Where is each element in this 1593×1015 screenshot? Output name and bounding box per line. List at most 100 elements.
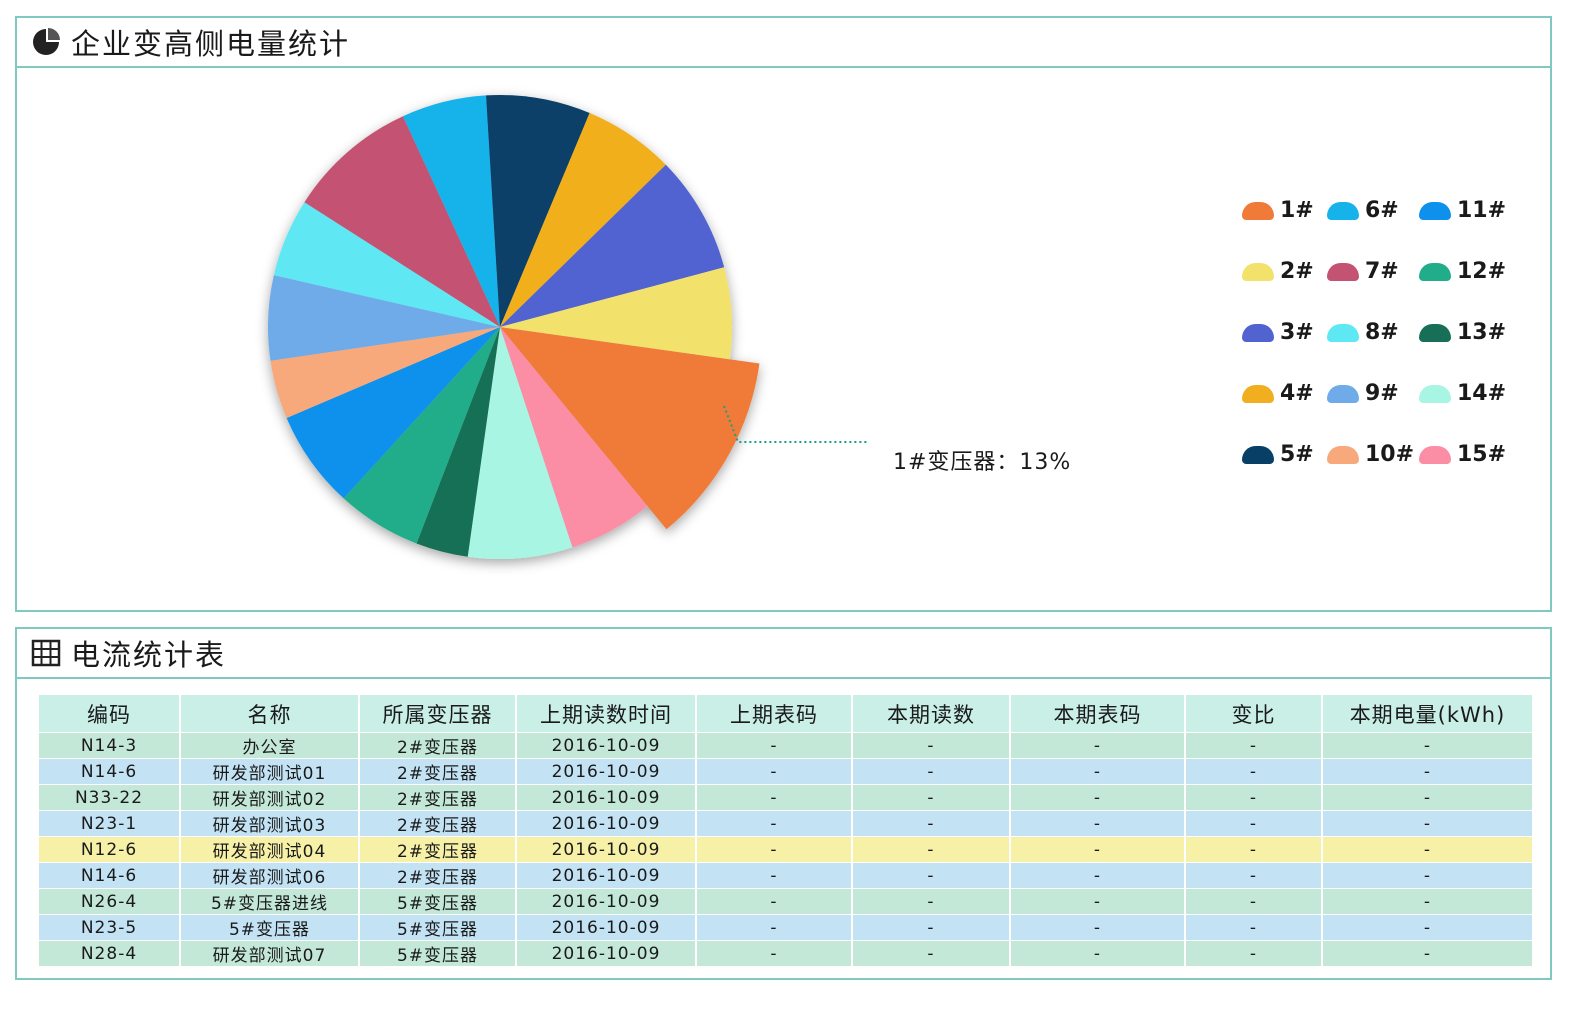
cell-curr-reading: - (852, 888, 1011, 915)
pie-slice-8[interactable] (273, 202, 500, 327)
cell-code: N33-22 (39, 784, 181, 811)
cell-curr-reading: - (852, 836, 1011, 863)
legend-item-3[interactable]: 3# (1242, 320, 1314, 345)
cell-ratio: - (1185, 758, 1323, 785)
pie-slice-7[interactable] (304, 116, 500, 328)
cell-ratio: - (1185, 784, 1323, 811)
legend-item-7[interactable]: 7# (1327, 259, 1399, 284)
legend-item-9[interactable]: 9# (1327, 381, 1399, 406)
cell-curr-energy: - (1322, 784, 1534, 811)
header-transformer[interactable]: 所属变压器 (359, 695, 517, 733)
pie-slice-15[interactable] (500, 327, 648, 548)
header-curr-energy[interactable]: 本期电量(kWh) (1322, 695, 1534, 733)
cell-transformer: 2#变压器 (359, 732, 517, 759)
cell-curr-meter: - (1010, 732, 1186, 759)
cell-name: 研发部测试03 (180, 810, 360, 837)
cell-prev-meter: - (696, 888, 853, 915)
pie-slice-11[interactable] (286, 327, 500, 499)
header-curr-reading[interactable]: 本期读数 (852, 695, 1011, 733)
legend-item-15[interactable]: 15# (1419, 442, 1506, 467)
cell-transformer: 5#变压器 (359, 914, 517, 941)
legend-item-8[interactable]: 8# (1327, 320, 1399, 345)
pie-slice-3[interactable] (500, 164, 725, 327)
pie-slice-9[interactable] (267, 275, 500, 361)
cell-transformer: 2#变压器 (359, 862, 517, 889)
cell-code: N14-6 (39, 758, 181, 785)
table-row[interactable]: N26-4 5#变压器进线 5#变压器 2016-10-09- - - - - (39, 888, 1534, 915)
legend-swatch (1242, 262, 1274, 281)
legend-swatch (1242, 323, 1274, 342)
cell-curr-meter: - (1010, 784, 1186, 811)
cell-prev-meter: - (696, 836, 853, 863)
legend-label: 13# (1457, 320, 1507, 345)
cell-transformer: 2#变压器 (359, 810, 517, 837)
legend-item-14[interactable]: 14# (1419, 381, 1506, 406)
legend-swatch (1327, 262, 1359, 281)
table-row[interactable]: N14-3 办公室 2#变压器 2016-10-09- - - - - (39, 732, 1534, 759)
table-row[interactable]: N33-22 研发部测试02 2#变压器 2016-10-09- - - - - (39, 784, 1534, 811)
table-row[interactable]: N12-6 研发部测试04 2#变压器 2016-10-09- - - - - (39, 836, 1534, 863)
pie-slice-5[interactable] (486, 94, 590, 327)
pie-slice-10[interactable] (270, 327, 500, 418)
pie-slice-2[interactable] (500, 267, 732, 360)
legend-label: 5# (1280, 442, 1314, 467)
cell-curr-energy: - (1322, 940, 1534, 966)
legend-label: 9# (1365, 381, 1399, 406)
pie-slice-14[interactable] (467, 327, 573, 559)
table-row[interactable]: N14-6 研发部测试01 2#变压器 2016-10-09- - - - - (39, 758, 1534, 785)
cell-curr-energy: - (1322, 914, 1534, 941)
legend-item-6[interactable]: 6# (1327, 198, 1399, 223)
pie-slice-12[interactable] (343, 327, 500, 544)
cell-curr-reading: - (852, 758, 1011, 785)
pie-chart-panel: 企业变高侧电量统计 1#变压器：13% 1# 6# 11# 2# 7# 12# 3# 8# 13… (15, 16, 1552, 612)
table-row[interactable]: N23-1 研发部测试03 2#变压器 2016-10-09- - - - - (39, 810, 1534, 837)
header-prev-read-time[interactable]: 上期读数时间 (516, 695, 697, 733)
cell-prev-read-time: 2016-10-09 (516, 732, 697, 759)
cell-prev-read-time: 2016-10-09 (516, 888, 697, 915)
cell-curr-reading: - (852, 732, 1011, 759)
legend-swatch (1242, 201, 1274, 220)
table-row[interactable]: N14-6 研发部测试06 2#变压器 2016-10-09- - - - - (39, 862, 1534, 889)
legend-item-4[interactable]: 4# (1242, 381, 1314, 406)
legend-item-12[interactable]: 12# (1419, 259, 1506, 284)
pie-slice-4[interactable] (500, 113, 666, 327)
cell-prev-meter: - (696, 914, 853, 941)
pie-chart-icon (33, 28, 60, 55)
legend-swatch (1242, 384, 1274, 403)
cell-transformer: 5#变压器 (359, 940, 517, 966)
cell-ratio: - (1185, 940, 1323, 966)
cell-ratio: - (1185, 810, 1323, 837)
cell-code: N23-1 (39, 810, 181, 837)
legend-item-2[interactable]: 2# (1242, 259, 1314, 284)
legend-swatch (1419, 445, 1451, 464)
cell-code: N28-4 (39, 940, 181, 966)
header-name[interactable]: 名称 (180, 695, 360, 733)
pie-slice-6[interactable] (402, 95, 500, 327)
header-ratio[interactable]: 变比 (1185, 695, 1323, 733)
table-row[interactable]: N23-5 5#变压器 5#变压器 2016-10-09- - - - - (39, 914, 1534, 941)
legend-item-13[interactable]: 13# (1419, 320, 1506, 345)
cell-prev-meter: - (696, 810, 853, 837)
cell-curr-meter: - (1010, 862, 1186, 889)
legend-label: 7# (1365, 259, 1399, 284)
table-row[interactable]: N28-4 研发部测试07 5#变压器 2016-10-09- - - - - (39, 940, 1534, 966)
legend-label: 2# (1280, 259, 1314, 284)
cell-curr-reading: - (852, 940, 1011, 966)
legend-label: 10# (1365, 442, 1415, 467)
pie-slice-1[interactable] (500, 327, 760, 530)
legend-item-10[interactable]: 10# (1327, 442, 1414, 467)
legend-item-5[interactable]: 5# (1242, 442, 1314, 467)
legend-item-1[interactable]: 1# (1242, 198, 1314, 223)
legend-swatch (1419, 323, 1451, 342)
pie-panel-header: 企业变高侧电量统计 (17, 18, 1550, 68)
legend-item-11[interactable]: 11# (1419, 198, 1506, 223)
cell-transformer: 5#变压器 (359, 888, 517, 915)
header-curr-meter[interactable]: 本期表码 (1010, 695, 1186, 733)
table-panel-title: 电流统计表 (71, 638, 227, 672)
pie-panel-title: 企业变高侧电量统计 (71, 27, 351, 61)
pie-slice-13[interactable] (416, 327, 500, 557)
callout-label: 1#变压器：13% (893, 450, 1072, 475)
header-prev-meter[interactable]: 上期表码 (696, 695, 853, 733)
cell-ratio: - (1185, 888, 1323, 915)
header-code[interactable]: 编码 (39, 695, 181, 733)
